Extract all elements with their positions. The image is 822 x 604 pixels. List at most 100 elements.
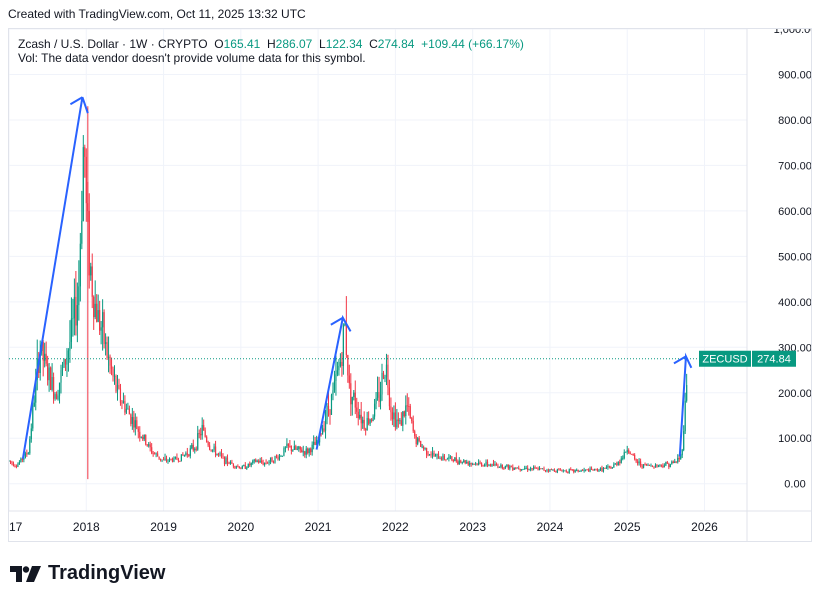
candle-body [635,459,637,462]
candle-body [63,359,65,368]
candle-body [60,370,62,383]
candle-body [608,466,610,468]
candle-body [125,408,128,413]
candle-body [363,419,365,430]
candle-body [632,454,634,455]
candle-body [555,471,557,473]
candle-body [258,460,260,463]
candle-body [197,433,199,450]
candle-body [562,470,564,472]
candle-body [219,453,221,455]
candle-body [20,458,22,463]
candle-body [585,469,587,471]
candle-body [532,467,535,470]
candle-body [417,438,419,445]
candle-body [85,156,87,204]
candle-body [140,436,142,438]
candle-body [464,460,466,464]
candle-body [149,444,151,448]
candle-body [44,353,46,361]
candle-body [142,436,144,440]
candle-body [460,460,462,463]
candle-body [247,463,249,468]
candle-body [338,365,340,371]
price-chart[interactable]: 0.00100.00200.00300.00400.00500.00600.00… [9,29,812,542]
candle-body [510,466,512,468]
candle-body [341,361,343,366]
candle-body [200,434,202,436]
candle-body [32,406,34,429]
candle-body [672,461,674,464]
candle-body [182,454,184,456]
candle-body [284,447,287,449]
candle-body [96,303,98,322]
candle-body [360,414,362,424]
candle-body [152,453,154,455]
candle-body [616,463,618,465]
candle-body [240,468,242,470]
candle-body [388,387,391,407]
candle-body [592,469,594,471]
candle-body [571,469,573,471]
candle-body [333,380,336,391]
candle-body [183,454,185,456]
x-tick-label: 2026 [691,520,718,534]
candle-body [226,457,229,464]
candle-body [116,385,119,392]
candle-body [323,428,325,431]
candle-body [289,445,291,447]
candle-body [30,428,32,440]
candle-body [9,460,12,462]
candle-body [586,469,588,471]
candle-body [580,470,582,472]
candle-body [480,463,483,466]
candle-body [455,457,457,462]
candle-body [402,411,404,426]
candle-body [613,464,615,468]
candle-body [678,457,680,460]
candle-body [607,466,609,468]
candle-body [58,382,61,396]
candle-body [473,463,475,465]
candle-body [583,469,585,471]
candle-body [394,412,396,428]
candle-body [470,463,472,464]
candle-body [122,401,125,404]
candle-body [543,468,545,471]
candle-body [638,461,640,464]
drawn-arrow-head [69,96,83,106]
candle-body [143,434,145,440]
candle-body [598,470,600,472]
candle-body [614,463,616,465]
candle-body [439,458,441,460]
candle-body [305,448,307,455]
candle-body [42,342,44,361]
candle-body [421,446,423,448]
candle-body [127,408,129,410]
candle-body [425,448,428,455]
candle-body [488,465,490,466]
candle-body [375,397,377,404]
x-tick-label: 2019 [150,520,177,534]
candle-body [195,448,197,450]
candle-body [249,463,251,466]
candle-body [513,468,515,470]
candle-body [213,446,215,450]
candle-body [428,454,431,456]
candle-body [628,450,630,453]
candle-body [399,420,401,422]
volume-note: Vol: The data vendor doesn't provide vol… [18,51,366,65]
candle-body [475,463,477,465]
candle-body [596,469,599,472]
candle-body [94,303,96,318]
candle-body [256,460,258,462]
chart-area[interactable]: 0.00 100.00 200.00 300.00 400.00 500.00 600.00… [8,28,812,542]
candle-body [269,457,272,462]
tradingview-logo[interactable]: TradingView [10,562,165,585]
candle-body [261,460,263,463]
price-tag: ZECUSD 274.84 [699,350,796,367]
candle-body [541,468,544,470]
candle-body [382,372,385,379]
close-label: C [369,37,378,51]
candle-body [225,457,227,465]
